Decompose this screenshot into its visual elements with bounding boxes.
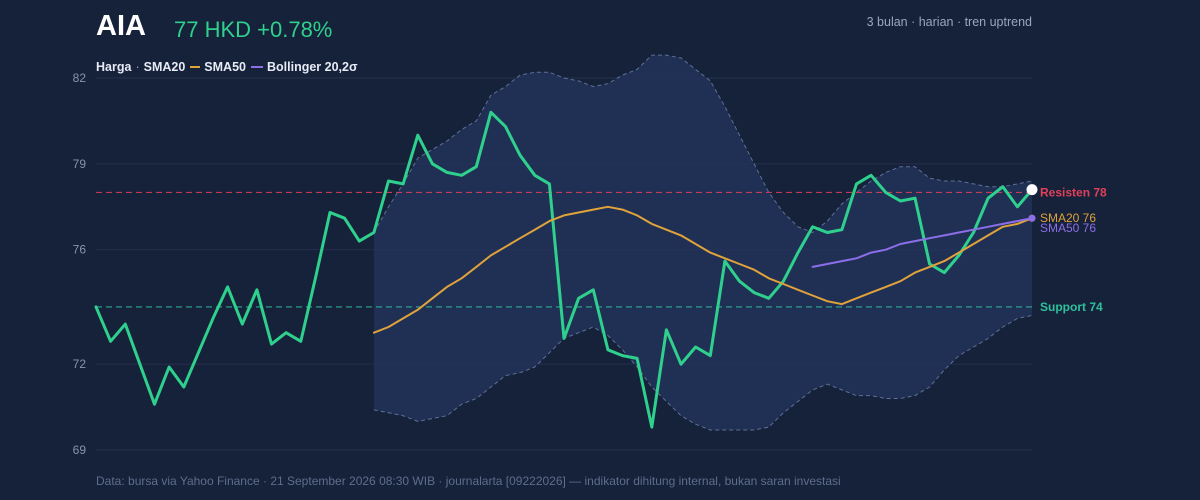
sma50-line: [811, 217, 1033, 268]
sma20-swatch: [190, 66, 201, 68]
bollinger-area: [373, 55, 1032, 430]
support-label: Support 74: [1040, 300, 1103, 314]
y-tick-label: 82: [73, 71, 87, 85]
period-label: 3 bulan · harian · tren uptrend: [866, 15, 1032, 29]
y-tick-label: 76: [73, 243, 87, 257]
series-lines: [94, 110, 1038, 429]
y-tick-label: 69: [73, 443, 87, 457]
bollinger-lower-line: [373, 315, 1033, 431]
y-tick-label: 72: [73, 357, 87, 371]
ticker-title: AIA: [96, 10, 146, 42]
sma20-line: [372, 205, 1033, 334]
legend-price: Harga: [96, 60, 132, 74]
y-tick-label: 79: [73, 157, 87, 171]
price-end-dot: [1026, 184, 1038, 196]
legend-sma50: SMA50: [204, 60, 246, 74]
legend-separator: ·: [135, 60, 140, 74]
sma50-end-dot: [1028, 214, 1036, 222]
sma20-end-label: SMA20 76: [1040, 211, 1096, 225]
bollinger-upper-line: [373, 54, 1033, 234]
footnote: Data: bursa via Yahoo Finance · 21 Septe…: [96, 474, 841, 488]
price-change: 77 HKD +0.78%: [174, 17, 333, 42]
harga-line: [94, 110, 1034, 429]
legend: Harga · SMA20 SMA50 Bollinger 20,2σ: [96, 60, 358, 74]
legend-bollinger: Bollinger 20,2σ: [266, 60, 358, 74]
level-lines: [96, 191, 1032, 308]
bollinger-band: [373, 54, 1033, 431]
resistance-label: Resisten 78: [1040, 185, 1107, 199]
sma50-end-label: SMA50 76: [1040, 221, 1096, 235]
legend-sma20: SMA20: [143, 60, 186, 74]
sma50-swatch: [250, 66, 263, 68]
